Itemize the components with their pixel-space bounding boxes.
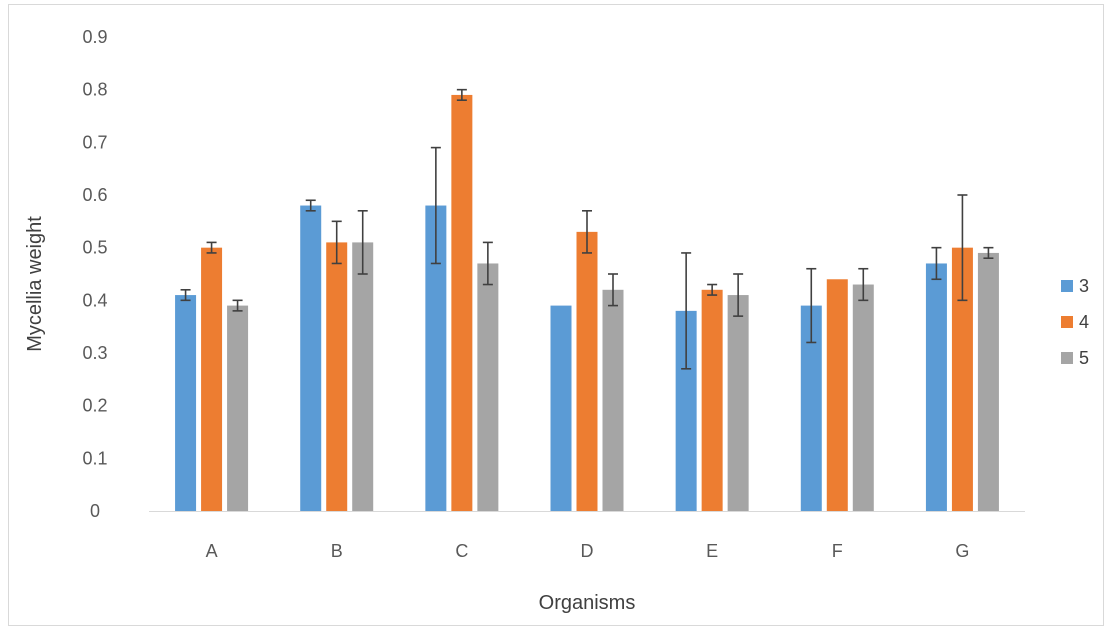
error-bar-A-series-4 <box>206 241 217 254</box>
y-tick-label: 0.3 <box>82 343 107 363</box>
legend: 3 4 5 <box>1061 276 1089 368</box>
bar-B-series-5 <box>352 242 374 511</box>
legend-label: 4 <box>1079 312 1089 332</box>
bar-E-series-4 <box>701 289 723 511</box>
y-axis-title: Mycellia weight <box>24 216 46 352</box>
error-bar-E-series-3 <box>681 252 692 370</box>
error-bar-G-series-4 <box>957 194 968 302</box>
bar-E-series-3 <box>675 310 697 511</box>
error-bar-B-series-5 <box>357 210 368 275</box>
error-bar-D-series-4 <box>582 210 592 254</box>
legend-item-4: 4 <box>1061 312 1089 332</box>
error-bar-A-series-3 <box>180 288 191 302</box>
bar-A-series-5 <box>227 305 249 511</box>
bar-D-series-5 <box>602 289 624 511</box>
legend-swatch <box>1061 280 1073 292</box>
bar-B-series-3 <box>300 205 322 512</box>
legend-swatch <box>1061 352 1073 364</box>
bars <box>175 94 999 512</box>
error-bar-B-series-4 <box>331 220 342 265</box>
x-tick-label: B <box>331 541 343 561</box>
error-bar-G-series-5 <box>983 246 994 259</box>
legend-item-3: 3 <box>1061 276 1089 296</box>
bar-chart: 0 0.1 0.2 0.3 0.4 0.5 0.6 0.7 0.8 0.9 A B C D E F G Myc… <box>24 27 1089 614</box>
bar-B-series-4 <box>326 242 348 511</box>
y-tick-label: 0.7 <box>82 132 107 152</box>
y-tick-label: 0.5 <box>82 238 107 258</box>
bar-G-series-3 <box>925 263 947 511</box>
bar-C-series-4 <box>451 94 473 511</box>
y-tick-label: 0.8 <box>82 80 107 100</box>
error-bar-B-series-3 <box>305 199 316 212</box>
error-bar-F-series-3 <box>806 267 817 344</box>
legend-swatch <box>1061 316 1073 328</box>
chart-frame: 0 0.1 0.2 0.3 0.4 0.5 0.6 0.7 0.8 0.9 A B C D E F G Myc… <box>8 4 1104 626</box>
x-tick-label: E <box>706 541 718 561</box>
bar-G-series-5 <box>977 252 999 511</box>
legend-label: 5 <box>1079 348 1089 368</box>
x-tick-label: F <box>832 541 843 561</box>
error-bar-D-series-5 <box>608 273 618 307</box>
y-tick-label: 0.2 <box>82 396 107 416</box>
bar-C-series-5 <box>477 263 499 511</box>
error-bar-C-series-5 <box>482 241 493 286</box>
bar-G-series-4 <box>951 247 973 511</box>
y-tick-label: 0.9 <box>82 27 107 47</box>
x-axis-ticks: A B C D E F G <box>206 541 970 561</box>
x-tick-label: A <box>206 541 218 561</box>
x-axis-title: Organisms <box>539 592 636 614</box>
y-tick-label: 0.1 <box>82 448 107 468</box>
bar-D-series-3 <box>550 305 572 511</box>
bar-A-series-3 <box>175 295 197 511</box>
bar-A-series-4 <box>201 247 223 511</box>
error-bar-C-series-3 <box>430 146 441 265</box>
bar-D-series-4 <box>576 231 598 511</box>
error-bar-F-series-5 <box>858 267 869 302</box>
x-tick-label: D <box>581 541 594 561</box>
y-tick-label: 0.4 <box>82 290 107 310</box>
legend-item-5: 5 <box>1061 348 1089 368</box>
bar-F-series-5 <box>852 284 874 511</box>
x-tick-label: G <box>955 541 969 561</box>
bar-F-series-3 <box>800 305 822 511</box>
legend-label: 3 <box>1079 276 1089 296</box>
error-bar-C-series-4 <box>456 88 467 101</box>
bar-E-series-5 <box>727 295 749 511</box>
error-bar-E-series-4 <box>707 283 718 296</box>
error-bar-A-series-5 <box>232 299 243 312</box>
bar-C-series-3 <box>425 205 447 512</box>
error-bar-E-series-5 <box>733 273 744 317</box>
x-tick-label: C <box>455 541 468 561</box>
bar-F-series-4 <box>826 279 848 511</box>
y-axis-ticks: 0 0.1 0.2 0.3 0.4 0.5 0.6 0.7 0.8 0.9 <box>82 27 107 521</box>
error-bar-G-series-3 <box>931 246 942 281</box>
error-bars <box>180 88 994 370</box>
y-tick-label: 0.6 <box>82 185 107 205</box>
y-tick-label: 0 <box>90 501 100 521</box>
